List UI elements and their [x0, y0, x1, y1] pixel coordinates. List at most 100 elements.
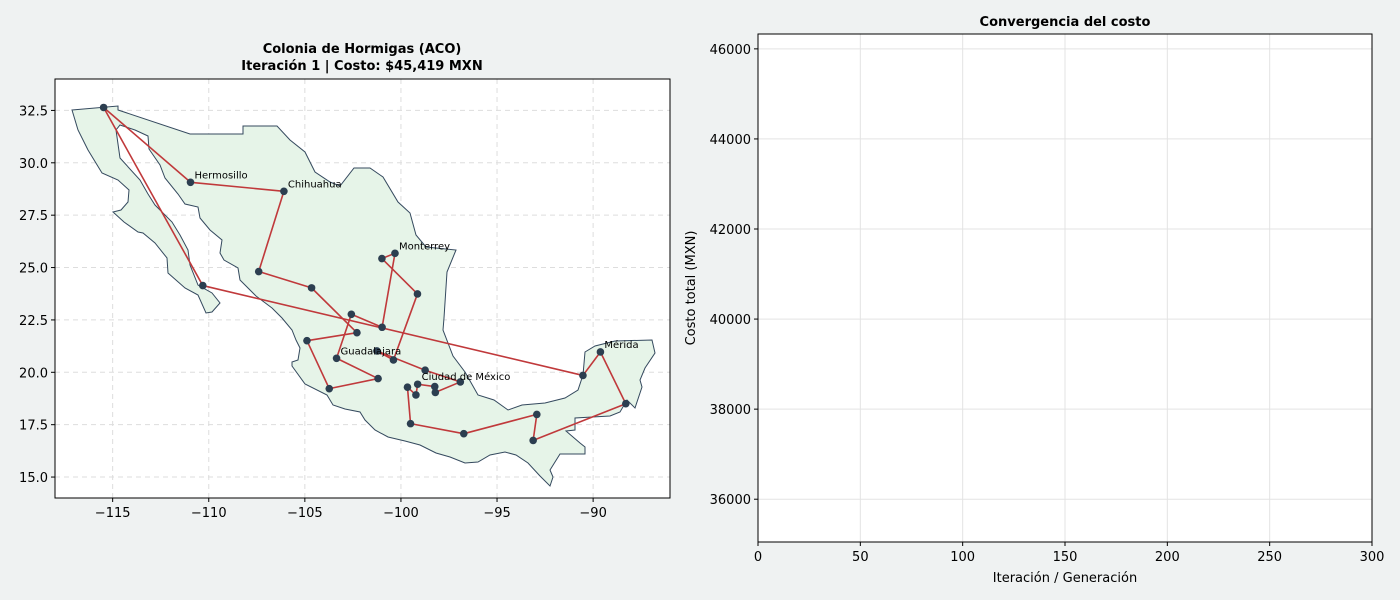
route-segment	[599, 351, 627, 405]
map-ytick-label: 30.0	[19, 157, 48, 172]
map-ticks: −115 −110 −105 −100 −95 −90 15.0 17.5 20.0 22.5 25…	[19, 104, 607, 521]
route-lines	[102, 106, 627, 442]
map-ytick-label: 25.0	[19, 262, 48, 277]
map-axes: Hermosillo Chihuahua Guadalajara Monterrey C…	[19, 42, 671, 521]
city-marker	[533, 410, 541, 419]
convergence-xtick-label: 100	[950, 550, 975, 565]
city-marker	[389, 356, 398, 364]
convergence-xtick-label: 250	[1257, 550, 1282, 565]
city-marker	[254, 267, 263, 276]
city-marker	[374, 374, 382, 383]
route-segment	[392, 293, 419, 361]
city-marker	[596, 348, 605, 356]
convergence-ytick-label: 42000	[710, 223, 751, 238]
route-segment	[532, 414, 538, 441]
map-xtick-label: −110	[191, 506, 227, 521]
route-segment	[102, 107, 204, 286]
city-marker	[621, 399, 630, 408]
city-marker	[403, 383, 412, 391]
city-marker	[198, 281, 207, 290]
city-marker	[579, 371, 587, 380]
convergence-ytick-label: 40000	[710, 313, 751, 328]
convergence-ytick-label: 44000	[710, 133, 751, 148]
city-marker	[412, 391, 420, 399]
convergence-xtick-label: 150	[1053, 550, 1078, 565]
city-marker	[373, 347, 381, 355]
city-marker	[431, 388, 440, 397]
city-marker	[353, 328, 361, 337]
city-marker	[378, 323, 386, 332]
convergence-title: Convergencia del costo	[980, 15, 1151, 30]
convergence-ytick-label: 38000	[710, 403, 751, 418]
map-ytick-label: 17.5	[19, 419, 48, 434]
map-xtick-label: −100	[383, 506, 419, 521]
route-segment	[258, 270, 312, 289]
route-segment	[336, 357, 379, 380]
route-segment	[103, 106, 192, 183]
city-marker	[413, 290, 422, 298]
route-segment	[335, 314, 353, 359]
city-marker	[406, 419, 415, 428]
city-marker	[413, 380, 422, 389]
route-segment	[406, 387, 412, 424]
map-ytick-label: 32.5	[19, 104, 48, 119]
convergence-ytick-label: 36000	[710, 493, 751, 508]
city-marker	[456, 378, 465, 386]
route-segment	[532, 402, 627, 442]
city-marker	[421, 366, 429, 375]
convergence-ticks: 0 50 100 150 200 250 300 36000 38000 40000 42000 44…	[710, 43, 1385, 565]
city-marker	[459, 429, 468, 438]
route-segment	[351, 313, 383, 328]
city-marker	[303, 336, 311, 345]
city-marker	[378, 254, 386, 263]
map-xtick-label: −115	[95, 506, 131, 521]
convergence-xtick-label: 0	[754, 550, 762, 565]
map-xtick-label: −90	[579, 506, 606, 521]
city-label: Mérida	[604, 339, 638, 351]
city-markers	[99, 103, 630, 445]
map-title-line1: Colonia de Hormigas (ACO)	[263, 42, 462, 57]
route-segment	[435, 381, 461, 394]
city-label: Monterrey	[399, 241, 450, 252]
route-segment	[306, 331, 358, 342]
convergence-xlabel: Iteración / Generación	[993, 571, 1137, 586]
convergence-xtick-label: 300	[1360, 550, 1385, 565]
route-segment	[582, 351, 602, 376]
route-segment	[202, 284, 584, 377]
city-marker	[186, 178, 195, 187]
map-ytick-label: 15.0	[19, 471, 48, 486]
route-segment	[381, 257, 419, 295]
map-axes-frame	[54, 78, 671, 499]
map-ytick-label: 22.5	[19, 314, 48, 329]
route-segment	[257, 191, 285, 272]
city-marker	[332, 354, 341, 363]
city-marker	[529, 436, 537, 445]
city-marker	[280, 187, 288, 196]
route-segment	[190, 181, 284, 193]
city-marker	[325, 384, 334, 393]
route-segment	[410, 422, 464, 435]
convergence-axes: 0 50 100 150 200 250 300 36000 38000 40000 42000 44…	[684, 15, 1384, 586]
convergence-grid	[757, 34, 1373, 542]
map-ytick-label: 20.0	[19, 366, 48, 381]
route-segment	[463, 413, 538, 435]
city-label: Chihuahua	[288, 179, 342, 190]
map-xtick-label: −105	[287, 506, 323, 521]
route-segment	[381, 253, 396, 328]
city-marker	[391, 249, 399, 258]
city-marker	[430, 382, 439, 391]
route-segment	[424, 369, 461, 383]
city-labels: Hermosillo Chihuahua Guadalajara Monterrey C…	[194, 170, 638, 383]
route-segment	[306, 340, 330, 389]
city-label: Guadalajara	[341, 346, 402, 357]
route-segment	[311, 287, 358, 334]
convergence-xtick-label: 200	[1155, 550, 1180, 565]
convergence-ylabel: Costo total (MXN)	[684, 231, 699, 346]
route-segment	[376, 350, 426, 371]
mexico-outline	[71, 105, 656, 487]
map-title-line2: Iteración 1 | Costo: $45,419 MXN	[241, 59, 482, 74]
map-ytick-label: 27.5	[19, 209, 48, 224]
city-marker	[99, 103, 108, 112]
convergence-ytick-label: 46000	[710, 43, 751, 58]
